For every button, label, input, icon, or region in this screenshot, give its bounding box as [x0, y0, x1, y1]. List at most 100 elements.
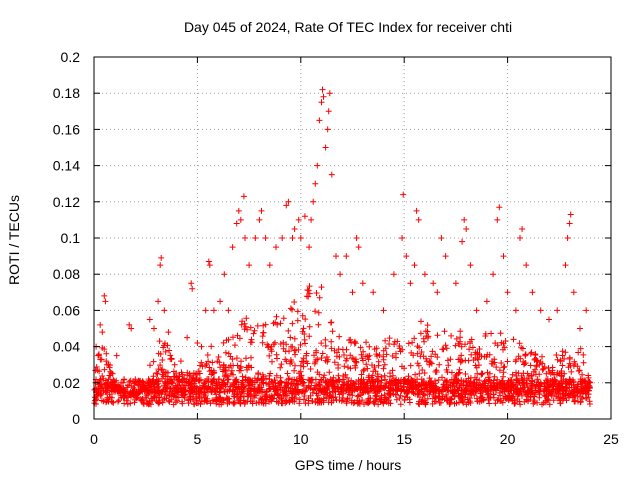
data-point [116, 387, 123, 394]
data-point [469, 344, 476, 351]
x-tick-labels: 0 5 10 15 20 25 [90, 431, 619, 447]
data-point [210, 376, 217, 383]
data-point [467, 338, 473, 345]
data-point [325, 108, 332, 115]
data-point [537, 307, 544, 314]
data-point [487, 382, 494, 389]
data-point [378, 382, 385, 389]
data-point [381, 361, 388, 368]
data-point [573, 388, 580, 395]
data-point [433, 369, 440, 375]
data-point [403, 253, 410, 260]
data-point [420, 391, 427, 398]
data-point [326, 389, 333, 396]
data-point [184, 334, 191, 341]
data-point [243, 315, 250, 322]
data-point [372, 368, 379, 375]
data-point [245, 363, 252, 370]
data-point [567, 362, 574, 369]
data-point [340, 397, 347, 404]
data-point [496, 389, 503, 396]
data-point [434, 332, 441, 339]
data-point [358, 351, 365, 358]
data-point [420, 391, 426, 397]
data-point [233, 377, 240, 384]
data-point [397, 348, 404, 355]
data-point [230, 334, 236, 341]
data-point [203, 398, 210, 405]
data-point [313, 356, 320, 363]
data-point [297, 235, 304, 241]
data-point [216, 388, 223, 395]
data-point [465, 357, 472, 364]
data-point [316, 381, 323, 388]
data-point [280, 339, 287, 346]
data-point [196, 394, 203, 401]
data-point [424, 388, 431, 395]
data-point [220, 397, 227, 404]
data-point [397, 401, 404, 408]
data-point [93, 391, 100, 398]
data-point [409, 384, 416, 391]
data-point [308, 216, 315, 223]
data-point [190, 389, 196, 396]
data-point [253, 400, 260, 406]
data-point [302, 400, 309, 407]
data-point [198, 343, 205, 350]
data-point [553, 352, 560, 358]
data-point [155, 298, 162, 305]
data-point [509, 382, 516, 389]
data-point [421, 338, 428, 345]
chart-title: Day 045 of 2024, Rate Of TEC Index for r… [184, 19, 512, 35]
data-point [372, 397, 379, 404]
data-point [174, 397, 181, 404]
data-point [199, 363, 206, 370]
data-point [486, 394, 493, 401]
data-point [324, 378, 331, 384]
data-point [93, 364, 100, 370]
data-point [477, 393, 484, 400]
data-point [539, 353, 545, 360]
y-tick-labels: 0 0.02 0.04 0.06 0.08 0.1 0.12 0.14 0.16 0.18 0.2 [53, 49, 80, 427]
data-point [299, 312, 306, 319]
data-point [288, 396, 295, 403]
y-tick-label: 0 [72, 411, 80, 427]
data-point [259, 376, 266, 383]
data-point [484, 369, 491, 376]
data-point [428, 353, 435, 360]
data-point [520, 358, 527, 365]
data-point [107, 368, 114, 375]
data-point [373, 351, 380, 358]
data-point [416, 381, 423, 388]
data-point [359, 355, 366, 362]
data-point [229, 244, 236, 251]
data-point [331, 387, 338, 393]
data-point [492, 340, 499, 347]
data-point [216, 376, 223, 383]
data-point [169, 386, 176, 392]
data-point [363, 361, 370, 368]
data-point [309, 389, 316, 396]
data-point [516, 389, 523, 396]
data-point [238, 389, 245, 396]
data-point [254, 322, 261, 329]
data-point [540, 365, 547, 372]
data-point [283, 202, 290, 209]
data-point [201, 395, 208, 401]
data-point [145, 391, 151, 398]
data-point [559, 362, 566, 369]
data-point [94, 367, 101, 374]
data-point [146, 316, 153, 323]
data-point [128, 393, 134, 400]
data-point [286, 348, 292, 355]
data-point [389, 353, 396, 359]
data-point [447, 356, 454, 363]
data-point [274, 391, 281, 398]
data-point [255, 371, 262, 378]
data-point [185, 396, 192, 403]
data-point [441, 328, 448, 335]
data-point [527, 362, 534, 369]
data-point [126, 321, 133, 328]
data-point [296, 373, 303, 380]
